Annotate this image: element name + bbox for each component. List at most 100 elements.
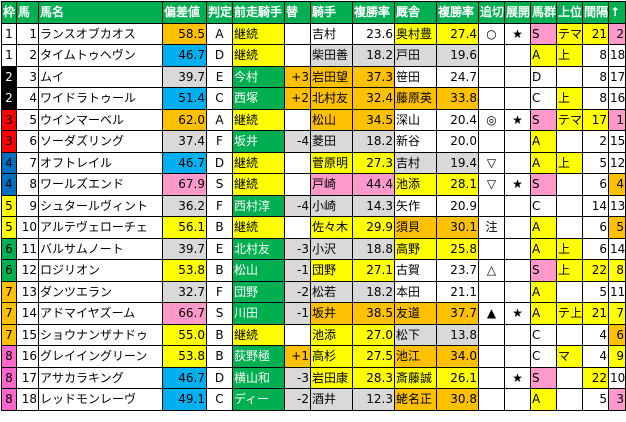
horse-number-cell: 2 bbox=[16, 44, 39, 67]
tenkai-cell bbox=[504, 237, 531, 260]
waku-cell: 7 bbox=[1, 323, 17, 346]
table-row[interactable]: 6 11 バルサムノート 39.7 E 北村友 -3 小沢 18.8 高野 25.8 A 上 6 14 bbox=[1, 237, 626, 260]
header-waku[interactable]: 枠 bbox=[1, 1, 17, 24]
tenkai-cell: ★ bbox=[504, 108, 531, 131]
jockey-cell: 北村友 bbox=[310, 87, 353, 110]
header-grade[interactable]: 判定 bbox=[206, 1, 233, 24]
header-interval[interactable]: 間隔 bbox=[582, 1, 609, 24]
stable-cell: 池江 bbox=[394, 345, 437, 368]
interval-cell: 2 bbox=[582, 130, 609, 153]
header-bagun[interactable]: 馬群 bbox=[530, 1, 557, 24]
table-row[interactable]: 8 17 アサカラキング 46.7 D 横山和 -3 岩田康 28.3 斎藤誠 26.1 ★ S 22 10 bbox=[1, 366, 626, 389]
jockey-rate-cell: 32.4 bbox=[352, 87, 395, 110]
horse-name-cell: アサカラキング bbox=[38, 366, 163, 389]
header-oikiri[interactable]: 追切 bbox=[478, 1, 505, 24]
waku-cell: 6 bbox=[1, 237, 17, 260]
bagun-cell: S bbox=[530, 173, 557, 196]
table-row[interactable]: 8 16 グレイイングリーン 53.8 B 荻野極 +1 高杉 27.5 池江 34.0 C マ 4 9 bbox=[1, 345, 626, 368]
table-row[interactable]: 6 12 ロジリオン 53.8 B 松山 -1 団野 27.1 古賀 23.7 △ S 上 22 8 bbox=[1, 259, 626, 282]
oikiri-cell bbox=[478, 323, 505, 346]
table-row[interactable]: 1 2 タイムトゥヘヴン 46.7 D 継続 柴田善 18.2 戸田 19.6 A 上 8 18 bbox=[1, 44, 626, 67]
jockey-rate-cell: 27.3 bbox=[352, 151, 395, 174]
jockey-rate-cell: 18.2 bbox=[352, 130, 395, 153]
stable-cell: 藤原英 bbox=[394, 87, 437, 110]
grade-cell: B bbox=[206, 323, 233, 346]
table-body: 1 1 ランスオブカオス 58.5 A 継続 吉村 23.6 奥村豊 27.4 ○ ★ S テマ 21 2 1 2… bbox=[1, 22, 626, 411]
horse-number-cell: 15 bbox=[16, 323, 39, 346]
waku-cell: 6 bbox=[1, 259, 17, 282]
joi-cell: 上 bbox=[556, 237, 583, 260]
horse-name-cell: ロジリオン bbox=[38, 259, 163, 282]
bagun-cell: S bbox=[530, 259, 557, 282]
header-jockey[interactable]: 騎手 bbox=[310, 1, 353, 24]
header-jockey-rate[interactable]: 複勝率 bbox=[352, 1, 395, 24]
horse-number-cell: 16 bbox=[16, 345, 39, 368]
up-rank-cell: 7 bbox=[608, 302, 626, 325]
horse-name-cell: ソーダズリング bbox=[38, 130, 163, 153]
tenkai-cell bbox=[504, 388, 531, 411]
table-row[interactable]: 8 18 レッドモンレーヴ 49.1 C ディー -2 酒井 12.3 蛯名正 30.8 A 5 3 bbox=[1, 388, 626, 411]
table-row[interactable]: 3 5 ウインマーベル 62.0 A 継続 松山 34.5 深山 20.4 ◎ ★ S テマ 17 1 bbox=[1, 108, 626, 131]
horse-name-cell: ワールズエンド bbox=[38, 173, 163, 196]
oikiri-cell: ▽ bbox=[478, 173, 505, 196]
deviation-cell: 53.8 bbox=[162, 259, 207, 282]
oikiri-cell: ▲ bbox=[478, 302, 505, 325]
grade-cell: D bbox=[206, 366, 233, 389]
horse-number-cell: 5 bbox=[16, 108, 39, 131]
change-cell bbox=[284, 173, 311, 196]
table-row[interactable]: 4 7 オフトレイル 46.7 D 継続 菅原明 27.3 吉村 19.4 ▽ A 上 5 12 bbox=[1, 151, 626, 174]
table-row[interactable]: 7 14 アドマイヤズーム 66.7 S 川田 -1 坂井 38.5 友道 37.7 ▲ ★ A テ上 21 7 bbox=[1, 302, 626, 325]
prev-jockey-cell: 坂井 bbox=[232, 130, 285, 153]
prev-jockey-cell: 松山 bbox=[232, 259, 285, 282]
header-tenkai[interactable]: 展開 bbox=[504, 1, 531, 24]
bagun-cell: A bbox=[530, 216, 557, 239]
oikiri-cell: 注 bbox=[478, 216, 505, 239]
table-row[interactable]: 5 9 シュタールヴィント 36.2 F 西村淳 -4 小崎 14.3 矢作 20.9 C 14 13 bbox=[1, 194, 626, 217]
table-row[interactable]: 4 8 ワールズエンド 67.9 S 継続 戸崎 44.4 池添 28.1 ▽ ★ S 6 4 bbox=[1, 173, 626, 196]
header-stable-rate[interactable]: 複勝率 bbox=[436, 1, 479, 24]
stable-rate-cell: 13.8 bbox=[436, 323, 479, 346]
waku-cell: 3 bbox=[1, 108, 17, 131]
up-rank-cell: 2 bbox=[608, 22, 626, 45]
horse-number-cell: 17 bbox=[16, 366, 39, 389]
jockey-cell: 岩田康 bbox=[310, 366, 353, 389]
header-row: 枠 馬 馬名 偏差値 判定 前走騎手 替 騎手 複勝率 厩舎 複勝率 追切 展開… bbox=[1, 1, 626, 24]
grade-cell: F bbox=[206, 280, 233, 303]
table-row[interactable]: 2 3 ムイ 39.7 E 今村 +3 岩田望 37.3 笹田 24.7 D 8 17 bbox=[1, 65, 626, 88]
stable-rate-cell: 19.4 bbox=[436, 151, 479, 174]
table-row[interactable]: 7 15 ショウナンザナドゥ 55.0 B 継続 池添 27.0 松下 13.8 C 4 6 bbox=[1, 323, 626, 346]
bagun-cell: A bbox=[530, 280, 557, 303]
horse-number-cell: 8 bbox=[16, 173, 39, 196]
jockey-rate-cell: 14.3 bbox=[352, 194, 395, 217]
table-row[interactable]: 5 10 アルテヴェローチェ 56.1 B 継続 佐々木 29.9 須貝 30.1 注 A 6 5 bbox=[1, 216, 626, 239]
waku-cell: 3 bbox=[1, 130, 17, 153]
header-horse-name[interactable]: 馬名 bbox=[38, 1, 163, 24]
up-rank-cell: 3 bbox=[608, 388, 626, 411]
header-deviation[interactable]: 偏差値 bbox=[162, 1, 207, 24]
header-prev-jockey[interactable]: 前走騎手 bbox=[232, 1, 285, 24]
table-row[interactable]: 3 6 ソーダズリング 37.4 F 坂井 -4 菱田 18.2 新谷 20.0 A 2 15 bbox=[1, 130, 626, 153]
header-change[interactable]: 替 bbox=[284, 1, 311, 24]
grade-cell: F bbox=[206, 130, 233, 153]
grade-cell: C bbox=[206, 87, 233, 110]
tenkai-cell bbox=[504, 259, 531, 282]
table-row[interactable]: 7 13 ダンツエラン 32.7 F 団野 -2 松若 18.2 本田 21.1 A 5 11 bbox=[1, 280, 626, 303]
interval-cell: 6 bbox=[582, 173, 609, 196]
table-row[interactable]: 2 4 ワイドラトゥール 51.4 C 西塚 +2 北村友 32.4 藤原英 33.8 C 上 8 16 bbox=[1, 87, 626, 110]
header-up-arrow[interactable]: ↑ bbox=[608, 1, 626, 24]
joi-cell bbox=[556, 216, 583, 239]
horse-name-cell: タイムトゥヘヴン bbox=[38, 44, 163, 67]
header-stable[interactable]: 厩舎 bbox=[394, 1, 437, 24]
tenkai-cell bbox=[504, 194, 531, 217]
jockey-cell: 岩田望 bbox=[310, 65, 353, 88]
bagun-cell: A bbox=[530, 44, 557, 67]
jockey-rate-cell: 18.2 bbox=[352, 280, 395, 303]
header-number[interactable]: 馬 bbox=[16, 1, 39, 24]
stable-rate-cell: 37.7 bbox=[436, 302, 479, 325]
horse-name-cell: アドマイヤズーム bbox=[38, 302, 163, 325]
horse-name-cell: バルサムノート bbox=[38, 237, 163, 260]
stable-cell: 本田 bbox=[394, 280, 437, 303]
table-row[interactable]: 1 1 ランスオブカオス 58.5 A 継続 吉村 23.6 奥村豊 27.4 ○ ★ S テマ 21 2 bbox=[1, 22, 626, 45]
header-joi[interactable]: 上位 bbox=[556, 1, 583, 24]
